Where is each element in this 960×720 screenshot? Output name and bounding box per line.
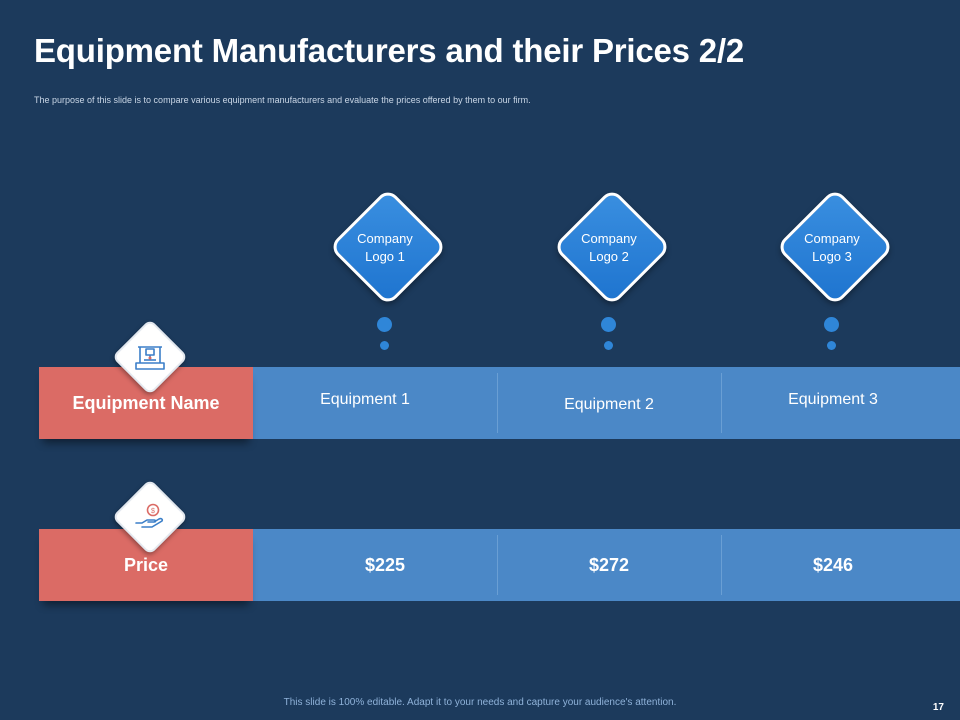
connector-dot-large bbox=[824, 317, 839, 332]
logo-text: Company Logo 1 bbox=[330, 230, 440, 266]
equipment-cell-1: Equipment 1 bbox=[320, 391, 410, 408]
logo-line2: Logo 1 bbox=[365, 249, 405, 264]
logo-text: Company Logo 3 bbox=[777, 230, 887, 266]
equipment-cell-3: Equipment 3 bbox=[788, 391, 878, 408]
connector-dot-large bbox=[377, 317, 392, 332]
page-number: 17 bbox=[932, 702, 944, 713]
logo-line1: Company bbox=[804, 231, 860, 246]
cell-divider bbox=[721, 373, 722, 433]
price-cell-1: $225 bbox=[364, 554, 406, 575]
footer-note: This slide is 100% editable. Adapt it to… bbox=[283, 697, 677, 708]
price-cell-3: $246 bbox=[812, 554, 854, 575]
logo-line1: Company bbox=[581, 231, 637, 246]
equipment-row-band: Equipment 1 Equipment 2 Equipment 3 bbox=[253, 367, 960, 439]
connector-dot-small bbox=[827, 341, 836, 350]
price-cell-2: $272 bbox=[588, 554, 630, 575]
svg-text:$: $ bbox=[151, 508, 155, 515]
equipment-machine-icon bbox=[135, 346, 165, 370]
cell-divider bbox=[497, 373, 498, 433]
connector-dot-small bbox=[604, 341, 613, 350]
logo-line2: Logo 2 bbox=[589, 249, 629, 264]
connector-dot-small bbox=[380, 341, 389, 350]
slide-subtitle: The purpose of this slide is to compare … bbox=[34, 95, 531, 105]
logo-text: Company Logo 2 bbox=[554, 230, 664, 266]
cell-divider bbox=[721, 535, 722, 595]
equipment-cell-2: Equipment 2 bbox=[564, 396, 654, 413]
logo-line2: Logo 3 bbox=[812, 249, 852, 264]
hand-coin-icon: $ bbox=[135, 503, 164, 528]
cell-divider bbox=[497, 535, 498, 595]
price-row-band: $225 $272 $246 bbox=[253, 529, 960, 601]
equipment-name-text: Equipment Name bbox=[72, 392, 220, 413]
logo-line1: Company bbox=[357, 231, 413, 246]
price-label-text: Price bbox=[123, 554, 169, 575]
slide-title: Equipment Manufacturers and their Prices… bbox=[34, 32, 745, 69]
connector-dot-large bbox=[601, 317, 616, 332]
